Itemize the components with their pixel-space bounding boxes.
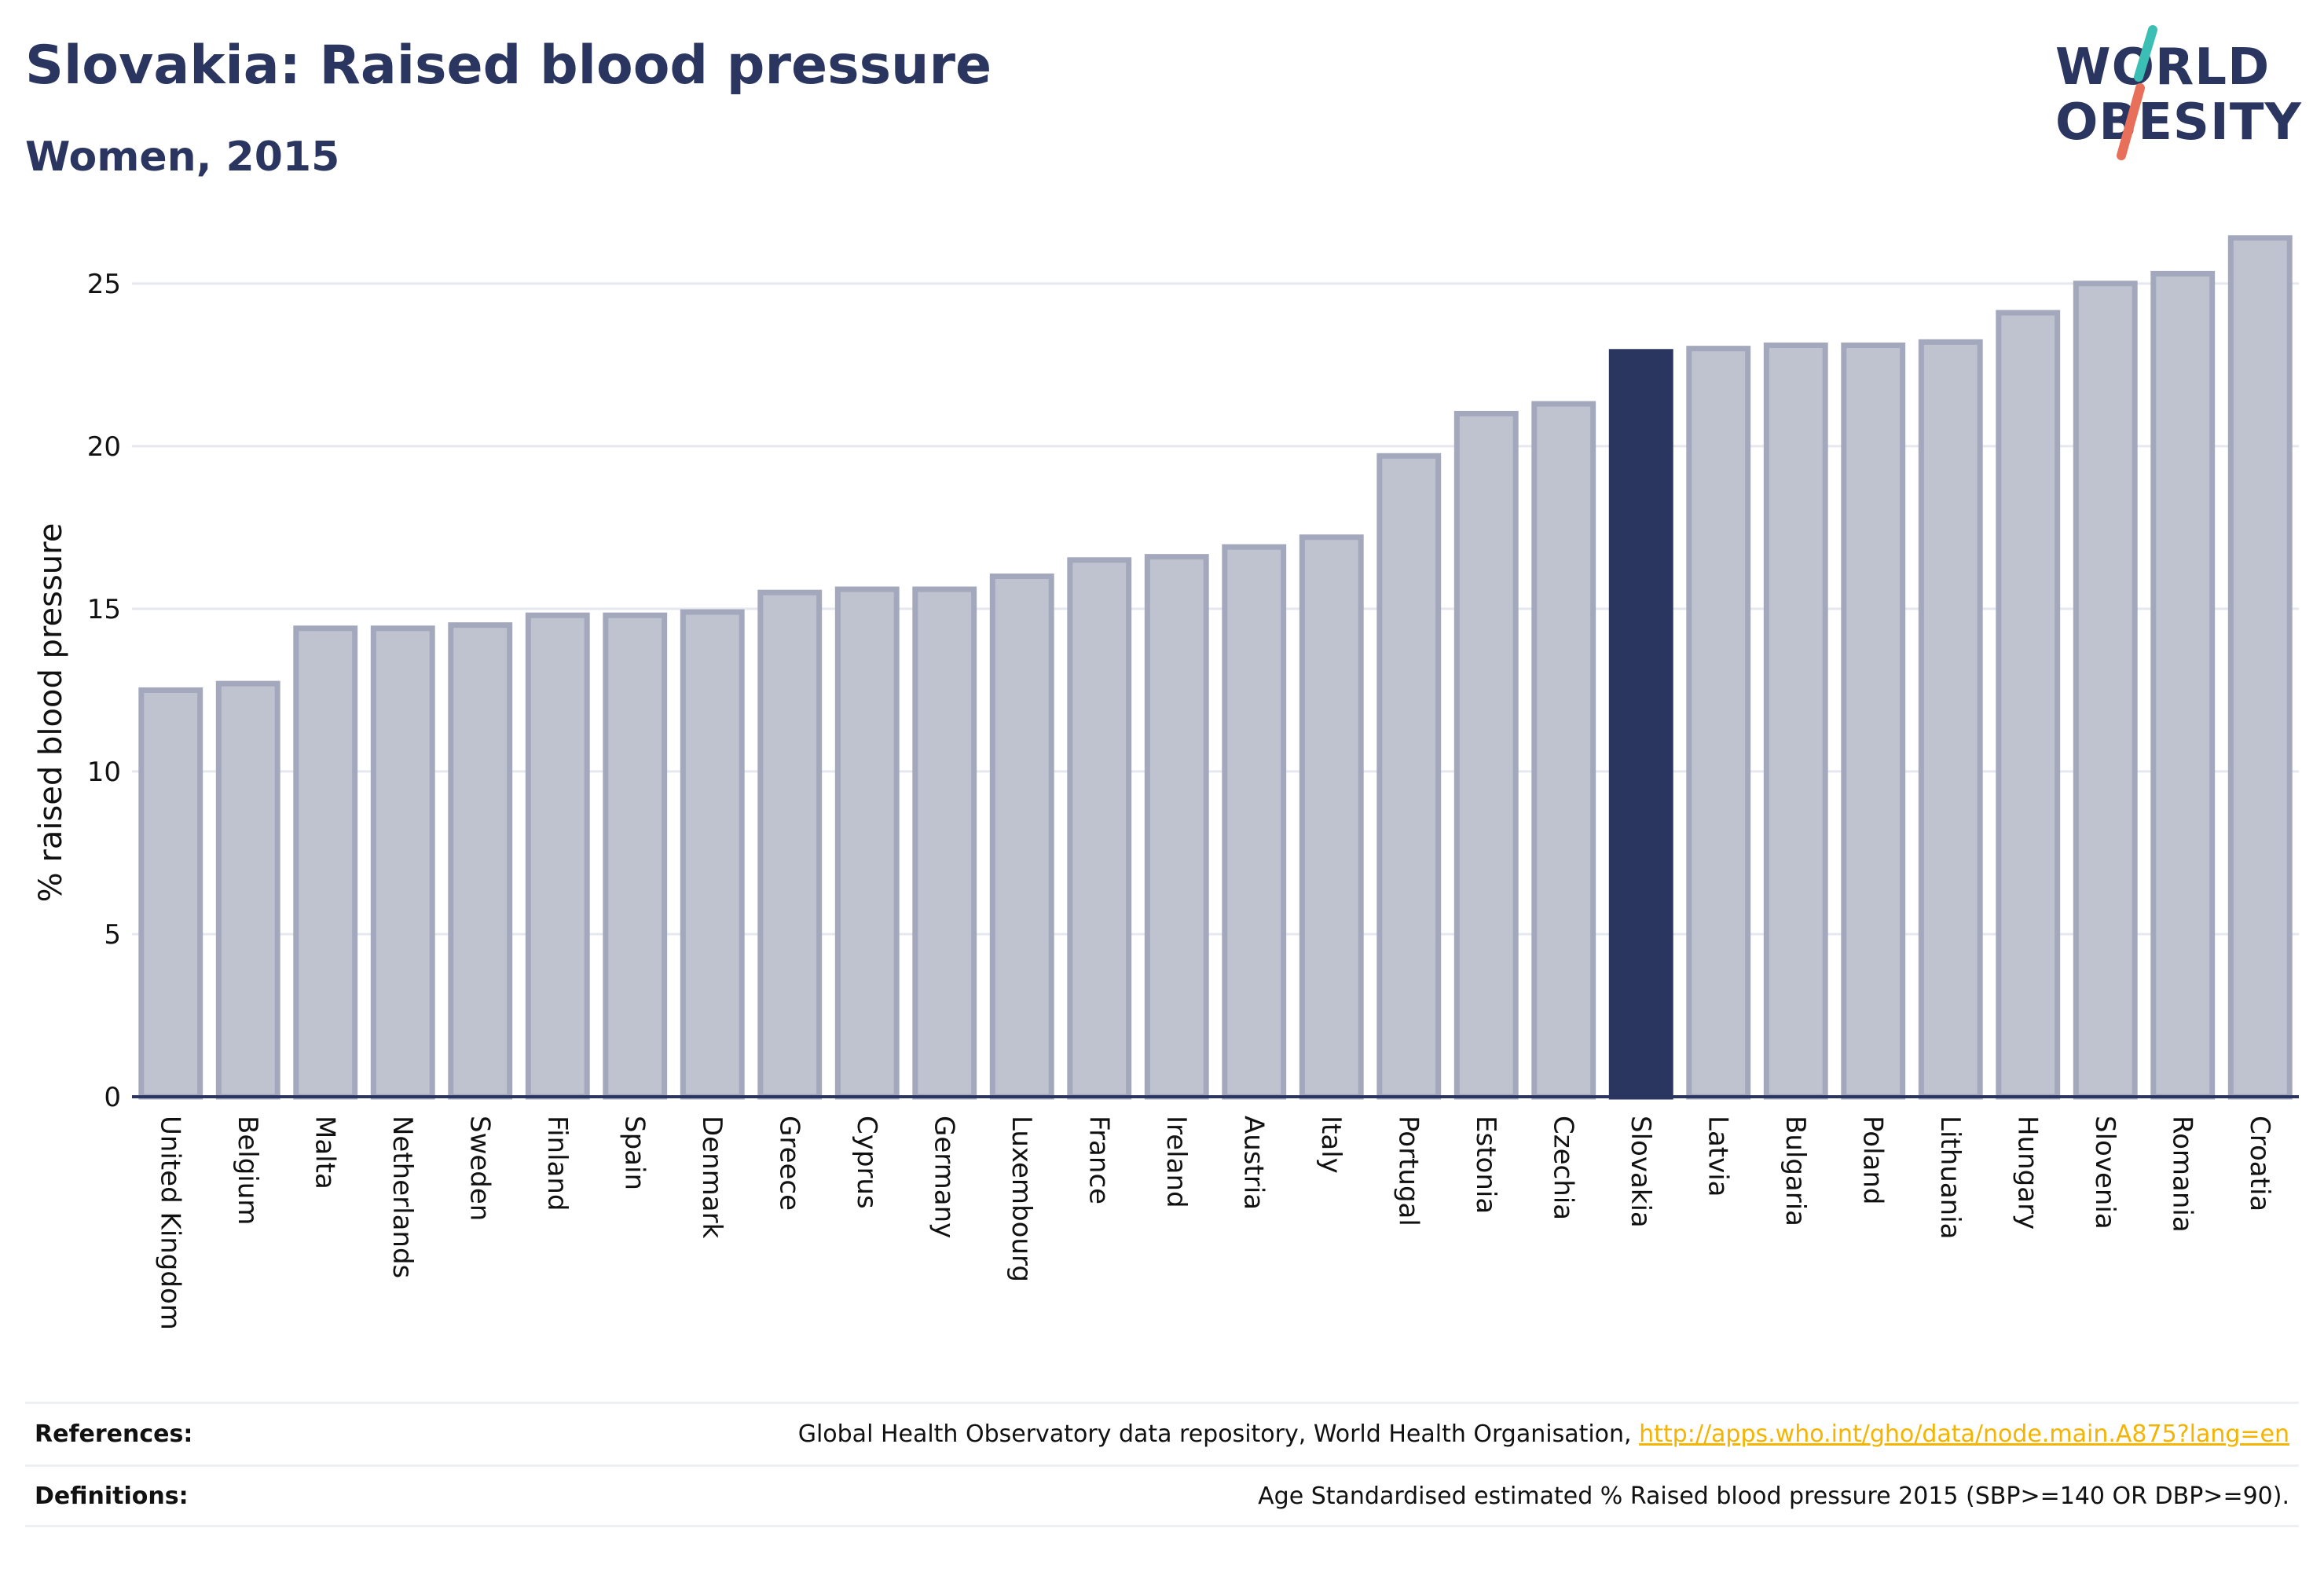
- y-tick-label-20: 20: [87, 431, 121, 463]
- bar-malta: [293, 625, 358, 1100]
- x-tick-label-slovakia: Slovakia: [1625, 1116, 1656, 1228]
- bar-greece: [757, 589, 823, 1100]
- x-tick-label-portugal: Portugal: [1392, 1116, 1424, 1226]
- bar-poland: [1841, 342, 1906, 1100]
- x-tick-label-croatia: Croatia: [2244, 1116, 2275, 1211]
- y-tick-label-15: 15: [87, 594, 121, 625]
- bar-denmark: [680, 609, 745, 1100]
- x-tick-label-spain: Spain: [618, 1116, 650, 1190]
- bar-slovenia: [2073, 280, 2138, 1100]
- logo-text-line2: OBESITY: [2055, 93, 2302, 152]
- x-tick-label-denmark: Denmark: [696, 1116, 728, 1239]
- bar-finland: [525, 612, 590, 1100]
- x-tick-label-france: France: [1083, 1116, 1114, 1204]
- bar-lithuania: [1918, 339, 1983, 1100]
- x-tick-label-united-kingdom: United Kingdom: [154, 1116, 185, 1330]
- x-tick-label-italy: Italy: [1315, 1116, 1347, 1174]
- bar-cyprus: [834, 586, 900, 1100]
- x-tick-label-malta: Malta: [309, 1116, 340, 1189]
- x-tick-label-austria: Austria: [1237, 1116, 1269, 1210]
- x-tick-label-bulgaria: Bulgaria: [1780, 1116, 1811, 1226]
- axes: 0 5 10 15 20 25: [87, 269, 2299, 1113]
- x-tick-label-slovenia: Slovenia: [2089, 1116, 2121, 1230]
- y-tick-label-5: 5: [104, 919, 121, 951]
- x-tick-label-cyprus: Cyprus: [851, 1116, 882, 1209]
- bar-portugal: [1376, 453, 1442, 1100]
- bars: [138, 235, 2293, 1100]
- category-labels: United Kingdom Belgium Malta Netherlands Swe…: [154, 1116, 2275, 1330]
- bar-latvia: [1686, 346, 1751, 1100]
- bar-sweden: [448, 622, 513, 1100]
- x-tick-label-finland: Finland: [541, 1116, 573, 1211]
- x-tick-label-germany: Germany: [928, 1116, 959, 1238]
- bar-romania: [2150, 270, 2216, 1100]
- logo-slash-icon: [2117, 25, 2157, 160]
- bar-spain: [603, 612, 668, 1100]
- x-tick-label-lithuania: Lithuania: [1934, 1116, 1966, 1239]
- bar-netherlands: [370, 625, 435, 1100]
- x-tick-label-hungary: Hungary: [2011, 1116, 2043, 1230]
- bar-italy: [1299, 534, 1364, 1100]
- bar-united-kingdom: [138, 687, 203, 1100]
- bar-czechia: [1531, 401, 1596, 1100]
- references-label: References:: [35, 1420, 193, 1448]
- x-tick-label-belgium: Belgium: [232, 1116, 263, 1225]
- y-tick-label-25: 25: [87, 269, 121, 300]
- x-tick-label-sweden: Sweden: [464, 1116, 495, 1221]
- bar-hungary: [1996, 310, 2061, 1100]
- references-row: References: Global Health Observatory da…: [25, 1402, 2299, 1464]
- x-tick-label-latvia: Latvia: [1702, 1116, 1733, 1197]
- bar-germany: [912, 586, 977, 1100]
- bar-france: [1067, 557, 1132, 1100]
- y-tick-label-10: 10: [87, 757, 121, 788]
- x-tick-label-greece: Greece: [773, 1116, 805, 1211]
- bar-chart: 0 5 10 15 20 25 United Kingdom Belgium Malta Net…: [33, 235, 2299, 1330]
- x-tick-label-ireland: Ireland: [1160, 1116, 1192, 1208]
- references-text: Global Health Observatory data repositor…: [797, 1420, 1632, 1448]
- footer: References: Global Health Observatory da…: [25, 1402, 2299, 1527]
- x-tick-label-poland: Poland: [1857, 1116, 1888, 1205]
- x-tick-label-luxembourg: Luxembourg: [1006, 1116, 1037, 1282]
- bar-bulgaria: [1763, 342, 1828, 1100]
- references-link[interactable]: http://apps.who.int/gho/data/node.main.A…: [1639, 1420, 2289, 1448]
- x-tick-label-netherlands: Netherlands: [387, 1116, 418, 1278]
- y-tick-label-0: 0: [104, 1082, 121, 1113]
- chart-title: Slovakia: Raised blood pressure: [25, 35, 992, 97]
- definitions-label: Definitions:: [35, 1482, 189, 1510]
- bar-croatia: [2227, 235, 2293, 1100]
- x-tick-label-estonia: Estonia: [1470, 1116, 1501, 1214]
- bar-estonia: [1453, 410, 1519, 1100]
- y-axis-title: % raised blood pressure: [33, 523, 69, 903]
- x-tick-label-romania: Romania: [2166, 1116, 2198, 1233]
- chart-subtitle: Women, 2015: [25, 134, 340, 181]
- bar-ireland: [1144, 554, 1209, 1100]
- x-tick-label-czechia: Czechia: [1547, 1116, 1578, 1220]
- logo-text-line1: WORLD: [2055, 38, 2271, 97]
- references-value: Global Health Observatory data repositor…: [798, 1420, 2289, 1448]
- bar-belgium: [215, 680, 280, 1100]
- world-obesity-logo: WORLD OBESITY: [2043, 22, 2310, 171]
- bar-slovakia: [1608, 349, 1673, 1100]
- definitions-row: Definitions: Age Standardised estimated …: [25, 1464, 2299, 1527]
- bar-austria: [1222, 544, 1287, 1100]
- bar-luxembourg: [989, 573, 1054, 1100]
- definitions-text: Age Standardised estimated % Raised bloo…: [1258, 1482, 2289, 1510]
